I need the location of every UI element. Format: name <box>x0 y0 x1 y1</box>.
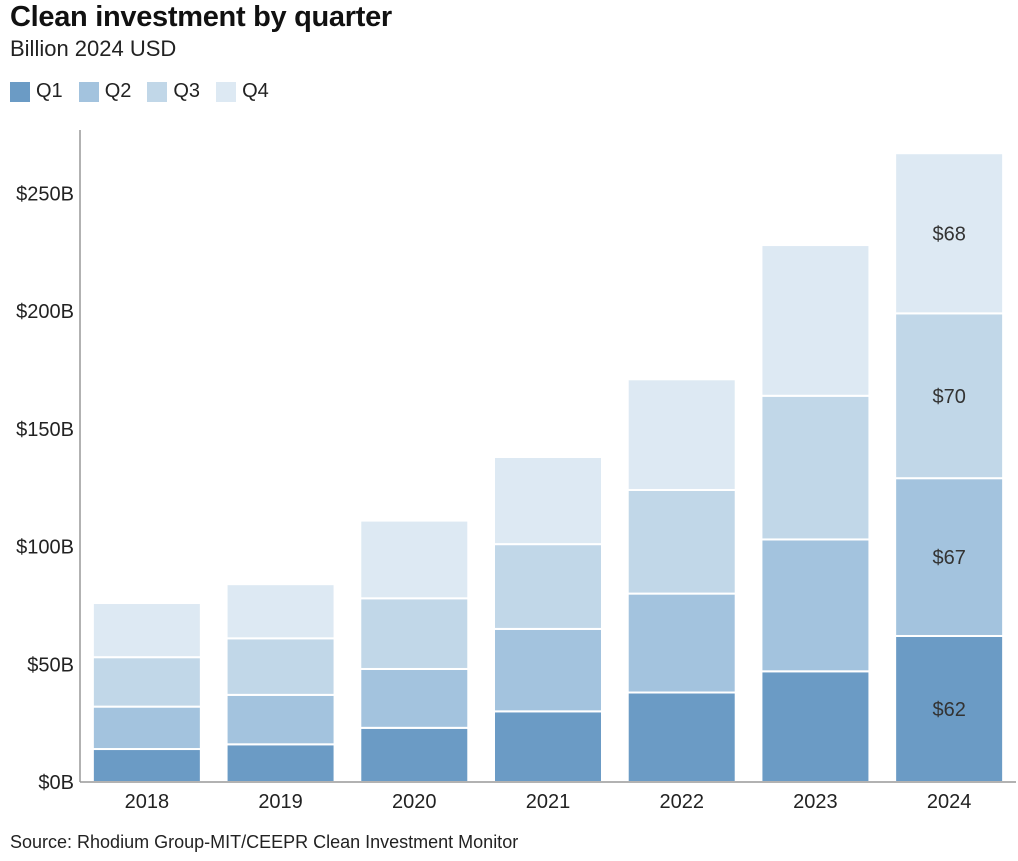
y-tick-label-200: $200B <box>16 301 74 323</box>
legend-item-q3: Q3 <box>147 80 200 103</box>
bar-2024-q3 <box>894 312 1005 480</box>
bar-2023-q1 <box>760 670 871 783</box>
bar-2018-q4 <box>91 602 202 659</box>
bar-2018-q3 <box>91 656 202 708</box>
chart-subtitle: Billion 2024 USD <box>10 36 177 61</box>
bar-2024-q4 <box>894 152 1005 315</box>
legend-label-q4: Q4 <box>242 80 269 102</box>
y-tick-label-0: $0B <box>38 772 74 794</box>
bar-2019-q1 <box>225 743 336 784</box>
x-tick-label-2020: 2020 <box>392 791 437 813</box>
x-tick-label-2024: 2024 <box>927 791 972 813</box>
bar-2022-q1 <box>626 691 737 784</box>
legend-label-q3: Q3 <box>173 80 201 102</box>
data-label-2024-q2: $67 <box>932 547 965 569</box>
x-tick-label-2019: 2019 <box>258 791 303 813</box>
y-tick-label-250: $250B <box>16 183 74 205</box>
legend-swatch-q4 <box>216 81 237 102</box>
bar-2022-q2 <box>626 592 737 694</box>
legend-item-q1: Q1 <box>10 80 63 103</box>
bar-2021-q3 <box>493 543 603 630</box>
bar-2021-q4 <box>493 456 603 546</box>
bar-2020-q3 <box>359 597 470 670</box>
bar-2020-q1 <box>359 726 470 784</box>
bar-2021-q1 <box>493 710 603 783</box>
x-tick-label-2021: 2021 <box>526 791 571 813</box>
bar-2023-q4 <box>760 244 871 397</box>
bar-2019-q2 <box>225 693 336 746</box>
data-label-2024-q4: $68 <box>932 223 965 245</box>
bar-2019-q3 <box>225 637 336 696</box>
bar-2020-q2 <box>359 667 470 729</box>
source-note: Source: Rhodium Group-MIT/CEEPR Clean In… <box>10 832 519 852</box>
x-tick-label-2022: 2022 <box>659 791 704 813</box>
y-tick-label-50: $50B <box>27 654 74 676</box>
y-tick-label-150: $150B <box>16 419 74 441</box>
legend-item-q2: Q2 <box>78 80 132 103</box>
bar-2022-q3 <box>626 488 737 595</box>
x-tick-label-2018: 2018 <box>125 791 170 813</box>
legend-label-q1: Q1 <box>36 80 63 102</box>
legend-item-q4: Q4 <box>216 80 269 103</box>
y-tick-label-100: $100B <box>16 537 74 559</box>
stacked-bar-chart: $0B $50B $100B $150B $200B $250B 2018 2019 2020 2… <box>16 130 1016 813</box>
bar-2019-q4 <box>225 583 336 640</box>
bar-2022-q4 <box>626 378 737 491</box>
bar-2020-q4 <box>359 519 470 600</box>
legend-label-q2: Q2 <box>104 80 132 102</box>
legend-swatch-q1 <box>10 81 30 102</box>
bar-2021-q2 <box>493 627 603 713</box>
x-tick-label-2023: 2023 <box>793 791 838 813</box>
legend-swatch-q2 <box>78 81 99 102</box>
bar-2024-q1 <box>894 634 1005 783</box>
bar-2023-q2 <box>760 538 871 673</box>
legend: Q1 Q2 Q3 Q4 <box>10 80 285 103</box>
data-label-2024-q3: $70 <box>932 386 965 408</box>
bar-2018-q2 <box>91 705 202 751</box>
bar-2018-q1 <box>91 748 202 784</box>
bar-2023-q3 <box>760 394 871 541</box>
bar-2024-q2 <box>894 477 1005 637</box>
legend-swatch-q3 <box>147 81 168 102</box>
data-label-2024-q1: $62 <box>932 699 965 721</box>
chart-title: Clean investment by quarter <box>10 1 392 33</box>
